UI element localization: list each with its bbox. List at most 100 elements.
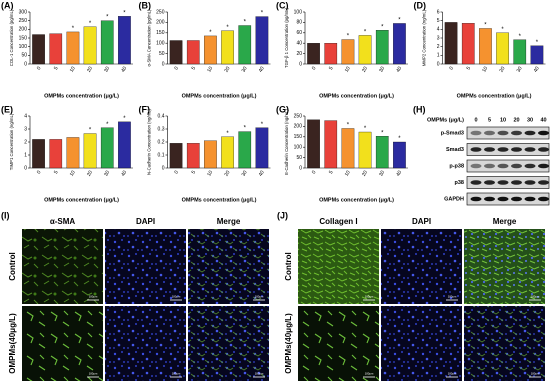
scale-bar-label: 100μm (172, 295, 181, 299)
x-tick-label: 5 (466, 65, 473, 71)
y-tick-label: 0 (299, 165, 302, 171)
blot-band (497, 163, 509, 169)
blot-band (511, 147, 522, 152)
scale-bar-label: 100μm (172, 372, 181, 376)
panel-label: (J) (277, 210, 288, 220)
blot-band (538, 196, 549, 202)
blot-row-label: p-Smad3 (441, 130, 464, 136)
x-tick-label: 30 (103, 65, 111, 73)
significance-marker: * (364, 29, 367, 35)
scale-bar-label: 100μm (531, 295, 540, 299)
bar (393, 141, 406, 169)
scale-bar-label: 100μm (365, 295, 374, 299)
significance-marker: * (501, 27, 504, 33)
bar (238, 25, 252, 65)
significance-marker: * (347, 34, 350, 40)
x-tick-label: 20 (361, 65, 369, 73)
column-title: DAPI (412, 217, 431, 226)
x-tick-label: 20 (223, 169, 231, 177)
panel-label: (C) (276, 0, 289, 10)
significance-marker: * (209, 30, 212, 36)
significance-marker: * (398, 18, 401, 24)
significance-marker: * (226, 25, 229, 31)
lane-label: 20 (513, 117, 519, 123)
y-tick-label: 80 (296, 20, 302, 26)
bar (118, 16, 131, 65)
bar (49, 33, 63, 65)
lane-label: 10 (500, 117, 506, 123)
micrograph (105, 306, 186, 381)
y-tick-label: 0 (437, 61, 440, 67)
significance-marker: * (364, 126, 367, 132)
bar (169, 143, 183, 169)
bar (204, 35, 217, 65)
y-tick-label: 200 (156, 20, 165, 26)
y-tick-label: 50 (21, 53, 27, 59)
lane-label: 30 (527, 117, 533, 123)
x-axis-label: OMPMs concentration (μg/L) (319, 197, 394, 203)
y-tick-label: 1 (24, 152, 27, 158)
blot-band (524, 147, 536, 152)
blot-row-label: p-p38 (449, 163, 464, 169)
blot-band (484, 196, 495, 202)
y-tick-label: 250 (294, 113, 303, 119)
blot-row-label: p38 (455, 180, 464, 186)
x-tick-label: 30 (241, 65, 249, 73)
x-tick-label: 10 (344, 65, 352, 73)
y-tick-label: 300 (19, 9, 28, 15)
panel-label: (F) (139, 104, 151, 114)
blot-band (470, 130, 482, 136)
y-tick-label: 6 (437, 9, 440, 15)
bar (307, 43, 320, 65)
bar (66, 137, 80, 169)
y-tick-label: 2 (437, 44, 440, 50)
blot-band (484, 147, 495, 152)
x-tick-label: 40 (258, 169, 266, 177)
panel-label: (I) (1, 210, 10, 220)
y-tick-label: 0.2 (158, 139, 165, 145)
significance-marker: * (106, 15, 109, 21)
significance-marker: * (381, 24, 384, 30)
x-tick-label: 5 (191, 65, 198, 71)
blot-band (524, 180, 536, 185)
x-tick-label: 40 (533, 65, 541, 73)
x-tick-label: 20 (361, 169, 369, 177)
y-axis-label: MMP2 Concentration (ng/mL) (422, 9, 427, 66)
significance-marker: * (261, 11, 264, 17)
x-axis-label: OMPMs concentration (μg/L) (457, 93, 532, 99)
significance-marker: * (347, 123, 350, 129)
bar (255, 16, 269, 65)
bar (307, 119, 320, 169)
y-tick-label: 2 (24, 139, 27, 145)
scale-bar-label: 100μm (89, 372, 98, 376)
x-tick-label: 30 (241, 169, 249, 177)
x-tick-label: 5 (328, 65, 335, 71)
y-tick-label: 1 (437, 53, 440, 59)
y-tick-label: 0 (24, 61, 27, 67)
blot-band (538, 163, 549, 169)
column-title: DAPI (136, 217, 155, 226)
lane-label: 0 (474, 117, 477, 123)
y-tick-label: 200 (294, 124, 303, 130)
bar (49, 139, 63, 169)
bar (32, 34, 45, 65)
micrograph (298, 306, 379, 381)
significance-marker: * (106, 122, 109, 128)
significance-marker: * (123, 116, 126, 122)
blot-band (524, 196, 536, 202)
micrograph (381, 229, 462, 304)
x-tick-label: 10 (481, 65, 489, 73)
x-tick-label: 30 (516, 65, 524, 73)
bar (204, 140, 217, 169)
micrograph (105, 229, 186, 304)
column-title: Collagen I (319, 217, 357, 226)
x-tick-label: 40 (120, 65, 128, 73)
x-tick-label: 40 (120, 169, 128, 177)
blot-band (497, 147, 509, 152)
bar (83, 133, 97, 169)
blot-band (484, 130, 495, 136)
significance-marker: * (89, 21, 92, 27)
y-axis-label: COL-1 Concentration (pg/mL) (9, 9, 14, 66)
bar (375, 30, 389, 65)
blot-band (497, 196, 509, 202)
